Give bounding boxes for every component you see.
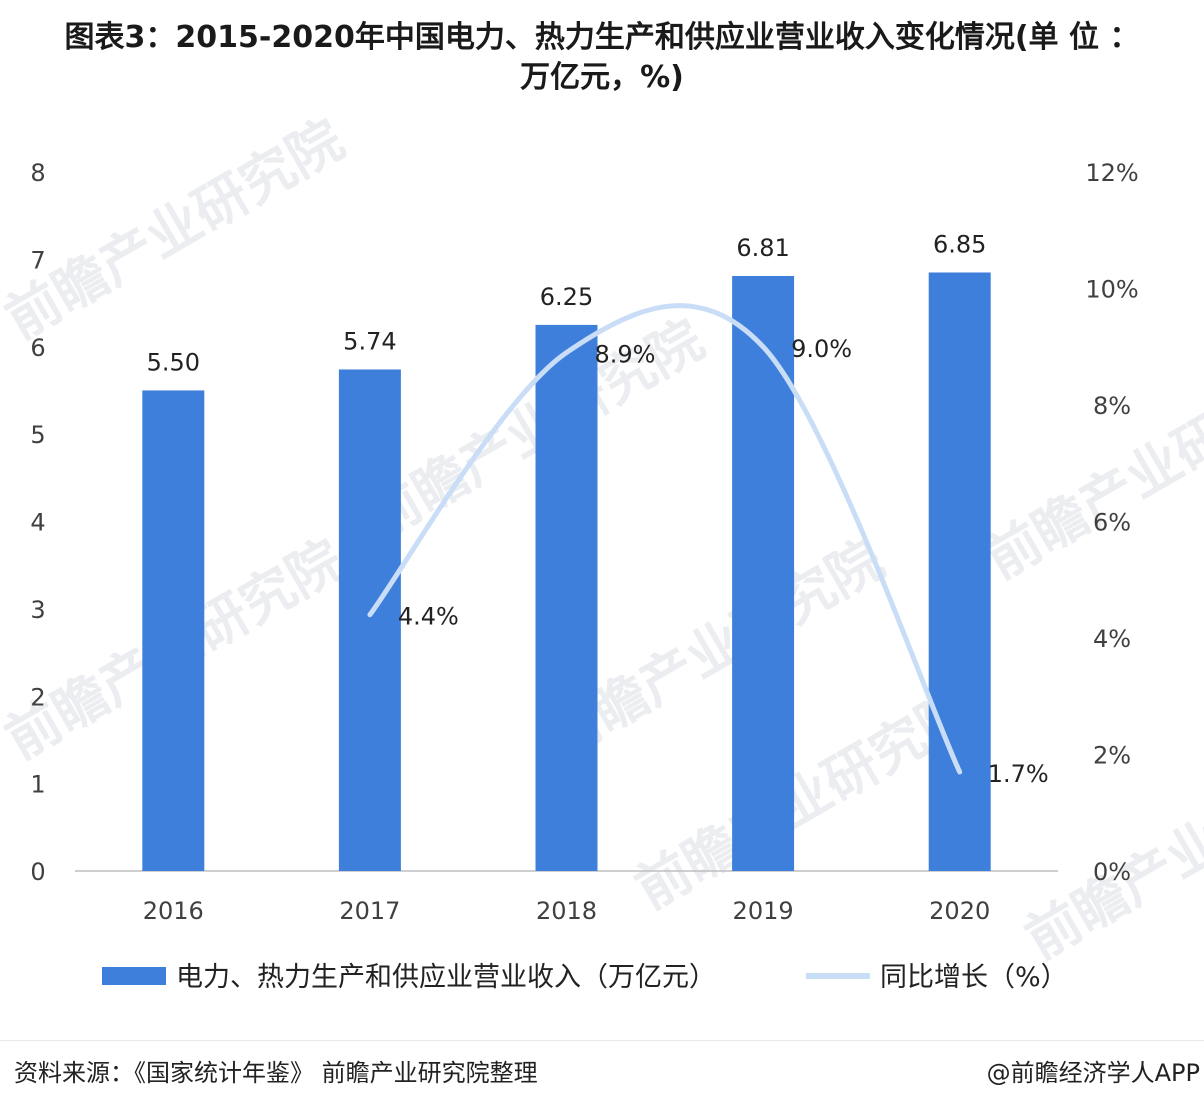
left-y-tick-label: 5 [30, 421, 45, 449]
watermark-text: 前瞻产业研究院 [0, 110, 354, 351]
right-y-tick-label: 0% [1093, 858, 1131, 886]
bar-value-label: 5.50 [147, 348, 200, 376]
left-y-tick-label: 8 [30, 159, 45, 187]
watermark-text: 前瞻产业研究院 [975, 348, 1204, 592]
bar-value-label: 5.74 [343, 327, 396, 355]
bar-value-label: 6.25 [540, 283, 593, 311]
right-y-tick-label: 10% [1085, 276, 1138, 304]
chart-title-line1: 图表3：2015-2020年中国电力、热力生产和供应业营业收入变化情况(单 位 … [64, 20, 1140, 55]
right-y-tick-label: 2% [1093, 742, 1131, 770]
x-tick-label: 2017 [339, 897, 400, 925]
line-value-label: 1.7% [988, 760, 1049, 788]
legend-label-bar: 电力、热力生产和供应业营业收入（万亿元） [176, 962, 716, 993]
source-note: 资料来源：《国家统计年鉴》 前瞻产业研究院整理 [14, 1059, 538, 1087]
right-y-tick-label: 4% [1093, 625, 1131, 653]
chart-title: 图表3：2015-2020年中国电力、热力生产和供应业营业收入变化情况(单 位 … [20, 18, 1184, 98]
left-y-tick-label: 0 [30, 858, 45, 886]
left-y-tick-label: 6 [30, 334, 45, 362]
bar-value-label: 6.85 [933, 230, 986, 258]
bar-2020 [928, 272, 991, 871]
right-y-tick-label: 12% [1085, 159, 1138, 187]
line-value-label: 4.4% [398, 603, 459, 631]
chart-title-line2: 万亿元，%) [520, 60, 684, 95]
x-tick-label: 2020 [929, 897, 990, 925]
footer: 资料来源：《国家统计年鉴》 前瞻产业研究院整理 @前瞻经济学人APP [0, 1040, 1204, 1101]
left-y-tick-label: 7 [30, 246, 45, 274]
line-value-label: 8.9% [595, 341, 656, 369]
bar-2017 [338, 369, 401, 871]
bar-2016 [142, 390, 205, 871]
bar-2018 [535, 324, 598, 871]
x-tick-label: 2018 [536, 897, 597, 925]
x-tick-label: 2016 [143, 897, 204, 925]
left-y-tick-label: 4 [30, 509, 45, 537]
left-y-tick-label: 2 [30, 683, 45, 711]
bar-value-label: 6.81 [736, 234, 789, 262]
growth-line [367, 303, 963, 775]
line-value-label: 9.0% [791, 335, 852, 363]
right-y-tick-label: 6% [1093, 509, 1131, 537]
watermark-text: 前瞻产业研究院 [355, 308, 714, 552]
left-y-tick-label: 1 [30, 771, 45, 799]
x-tick-label: 2019 [733, 897, 794, 925]
legend-label-line: 同比增长（%） [880, 962, 1068, 993]
left-y-tick-label: 3 [30, 596, 45, 624]
legend-swatch-bar [102, 967, 166, 985]
credit-note: @前瞻经济学人APP [986, 1059, 1200, 1087]
bar-2019 [732, 275, 795, 871]
right-y-tick-label: 8% [1093, 392, 1131, 420]
